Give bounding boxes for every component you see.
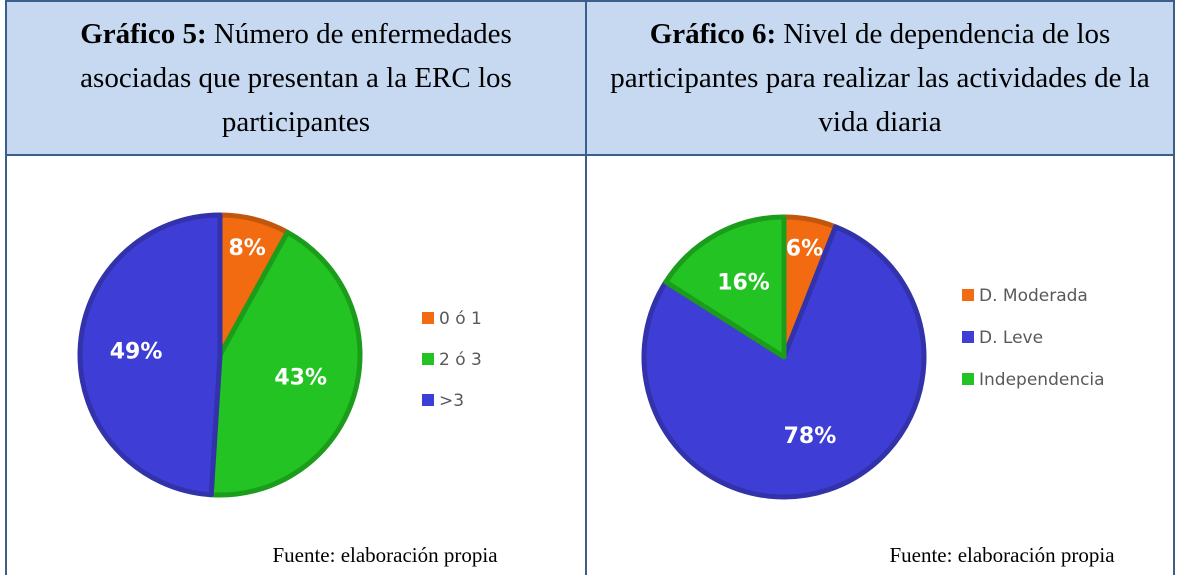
title-label: Gráfico 5: [80,18,207,50]
pie-slice [663,214,787,360]
pie-slice [208,229,363,498]
body-cell: 8% 43% 49% 0 ó 1 2 ó 3 >3 Fuente: elaboración … [5,154,587,575]
data-label: 6% [786,237,823,262]
header-cell: Gráfico 5: Número de enfermedades asocia… [5,0,587,156]
legend-label: Independencia [979,370,1105,390]
data-label: 78% [784,424,837,449]
source-note: Fuente: elaboración propia [889,543,1115,567]
legend-swatch [962,373,974,385]
title-label: Gráfico 6: [649,18,777,50]
legend-label: D. Moderada [979,286,1088,306]
data-label: 16% [717,270,770,295]
source-note: Fuente: elaboración propia [272,543,498,567]
legend-label: >3 [439,391,464,411]
legend-swatch [422,353,434,365]
title: Nivel de dependencia de los participante… [610,18,1150,138]
data-label: 8% [228,236,265,261]
title: Número de enfermedades asociadas que pre… [80,18,512,138]
legend-swatch [422,312,434,324]
pie-slice [77,212,223,498]
body-cell: 6% 78% 16% D. Moderada D. Leve Independencia F… [585,154,1175,575]
data-label: 49% [110,339,163,364]
legend-label: 2 ó 3 [439,350,482,370]
legend-label: 0 ó 1 [439,309,482,329]
data-label: 43% [274,365,327,390]
header-cell: Gráfico 6: Nivel de dependencia de los p… [585,0,1175,156]
legend-label: D. Leve [979,328,1043,348]
chart: 8% 43% 49% 0 ó 1 2 ó 3 >3 Fuente: elaboración … [77,212,498,567]
pie-slice [641,224,927,500]
legend-swatch [422,394,434,406]
legend-swatch [962,331,974,343]
chart: 6% 78% 16% D. Moderada D. Leve Independencia F… [641,214,1115,567]
legend-swatch [962,289,974,301]
